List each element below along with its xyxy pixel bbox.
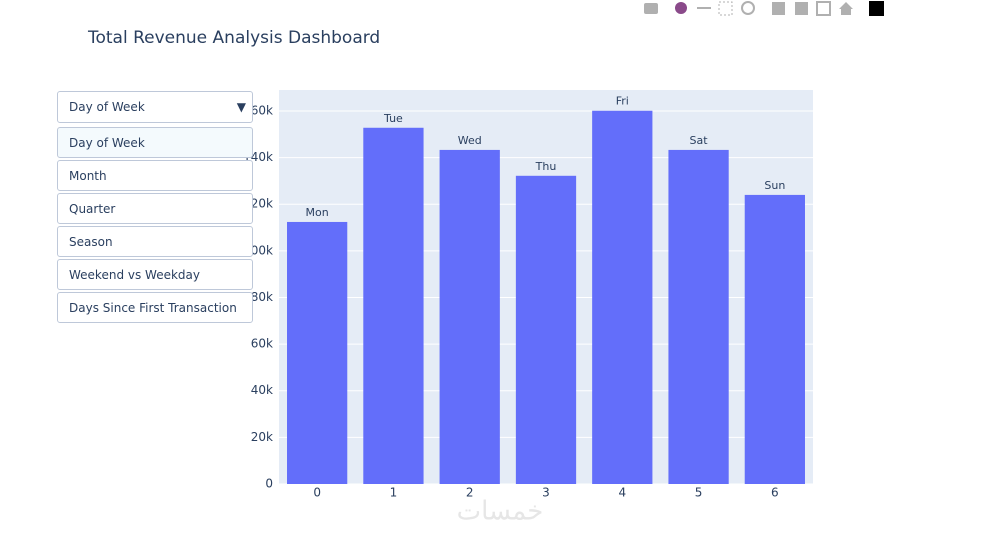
dropdown-option[interactable]: Day of Week	[57, 127, 253, 158]
x-tick-label: 1	[390, 486, 398, 500]
bar	[515, 175, 577, 485]
home-icon[interactable]	[839, 2, 853, 15]
zoom-out-icon[interactable]	[795, 2, 808, 15]
bar	[668, 149, 729, 485]
dropdown-option[interactable]: Quarter	[57, 193, 253, 224]
x-tick-label: 6	[771, 486, 779, 500]
select-icon[interactable]	[718, 1, 733, 16]
x-tick-label: 5	[695, 486, 703, 500]
y-tick-label: 60k	[251, 337, 273, 351]
y-tick-label: 40k	[251, 383, 273, 397]
bar-text-label: Thu	[535, 160, 557, 173]
camera-icon[interactable]	[644, 3, 658, 14]
bar-text-label: Sun	[764, 179, 785, 192]
y-tick-label: 20k	[251, 430, 273, 444]
dropdown-selected: Day of Week	[69, 100, 145, 114]
plotly-logo[interactable]	[869, 1, 884, 16]
chart-title: Total Revenue Analysis Dashboard	[87, 28, 380, 48]
bar-text-label: Tue	[383, 112, 403, 125]
bar-text-label: Fri	[616, 95, 629, 108]
dropdown-option[interactable]: Days Since First Transaction	[57, 292, 253, 323]
bar-text-label: Wed	[458, 134, 482, 147]
x-tick-label: 4	[618, 486, 626, 500]
bar	[744, 194, 805, 484]
dropdown-header[interactable]: Day of Week ▼	[57, 91, 253, 123]
watermark: خمسات	[457, 497, 544, 527]
x-tick-label: 2	[466, 486, 474, 500]
bar	[439, 149, 500, 485]
dropdown-option[interactable]: Month	[57, 160, 253, 191]
dropdown-option[interactable]: Weekend vs Weekday	[57, 259, 253, 290]
bar	[363, 127, 424, 485]
bar-text-label: Sat	[690, 134, 709, 147]
dropdown-option[interactable]: Season	[57, 226, 253, 257]
dropdown-arrow: ▼	[236, 100, 246, 114]
bar	[287, 221, 348, 485]
modebar	[644, 1, 884, 16]
y-tick-label: 0	[265, 477, 273, 491]
autoscale-icon[interactable]	[816, 1, 831, 16]
bar-text-label: Mon	[306, 206, 329, 219]
zoom-in-icon[interactable]	[772, 2, 785, 15]
pan-icon[interactable]	[697, 7, 711, 9]
y-tick-label: 80k	[251, 290, 273, 304]
x-tick-label: 3	[542, 486, 550, 500]
lasso-icon[interactable]	[741, 1, 755, 15]
zoom-icon[interactable]	[675, 2, 687, 14]
x-tick-label: 0	[313, 486, 321, 500]
bar	[592, 110, 653, 484]
